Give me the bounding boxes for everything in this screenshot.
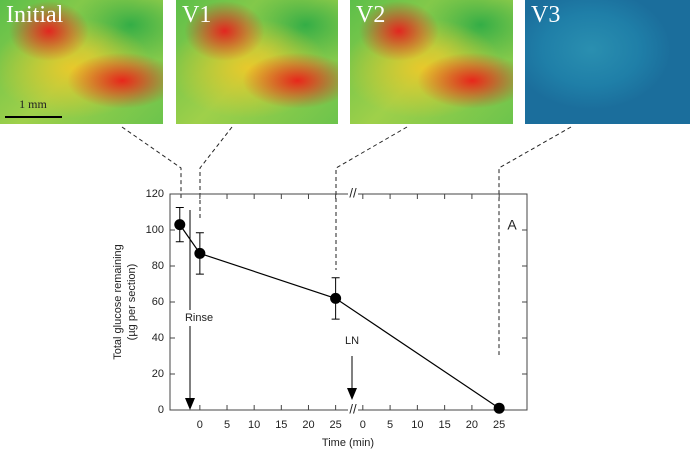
annotation: A — [507, 217, 517, 233]
x-tick-label: 5 — [224, 419, 230, 431]
image-panel: V1 — [176, 0, 338, 124]
y-axis-label-line: (µg per section) — [126, 264, 138, 341]
axis-break-gap — [348, 406, 358, 414]
annotation: LN — [345, 335, 359, 347]
x-tick-label: 20 — [302, 419, 314, 431]
panel-label: V2 — [356, 2, 386, 28]
arrowhead — [347, 388, 357, 400]
plot-frame — [169, 193, 528, 411]
y-tick-label: 120 — [146, 188, 164, 200]
x-axis-label: Time (min) — [322, 437, 374, 449]
x-tick-label: 15 — [439, 419, 451, 431]
y-tick-label: 0 — [158, 404, 164, 416]
panel-label: V3 — [531, 2, 561, 28]
panel-label: Initial — [6, 2, 64, 28]
x-tick-label: 10 — [248, 419, 260, 431]
data-point — [174, 219, 186, 231]
label-bg — [180, 310, 218, 326]
y-tick-label: 100 — [146, 224, 164, 236]
x-tick-label: 25 — [329, 419, 341, 431]
x-tick-label: 0 — [197, 419, 203, 431]
scale-bar-label: 1 mm — [19, 97, 47, 111]
arrowhead — [185, 398, 195, 410]
x-tick-label: 5 — [387, 419, 393, 431]
image-panel: V3 — [525, 0, 690, 124]
y-axis-label: Total glucose remaining (µg per section) — [112, 244, 138, 360]
x-tick-label: 20 — [466, 419, 478, 431]
axis-break: // — [349, 401, 357, 416]
y-tick-label: 80 — [152, 260, 164, 272]
y-axis-label-line: Total glucose remaining — [112, 244, 124, 360]
x-tick-label: 15 — [275, 419, 287, 431]
y-tick-label: 40 — [152, 332, 164, 344]
data-point — [330, 292, 342, 304]
axis-break-gap — [348, 190, 358, 198]
y-tick-label: 20 — [152, 368, 164, 380]
x-tick-label: 25 — [493, 419, 505, 431]
x-tick-label: 0 — [360, 419, 366, 431]
image-panel: V2 — [350, 0, 513, 124]
connectors — [121, 126, 572, 355]
panel-label: V1 — [182, 2, 212, 28]
data-point — [194, 247, 206, 259]
data-point — [493, 402, 505, 414]
image-panel: Initial — [0, 0, 163, 124]
x-tick-label: 10 — [411, 419, 423, 431]
annotation: Rinse — [185, 312, 213, 324]
y-tick-label: 60 — [152, 296, 164, 308]
data-line — [179, 224, 500, 409]
axis-break: // — [349, 185, 357, 200]
